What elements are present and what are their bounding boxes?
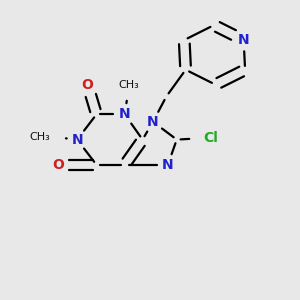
Text: N: N — [119, 107, 130, 121]
Text: O: O — [82, 78, 94, 92]
Text: CH₃: CH₃ — [30, 132, 50, 142]
Text: N: N — [71, 133, 83, 147]
Text: Cl: Cl — [203, 131, 218, 145]
Text: N: N — [162, 158, 174, 172]
Text: N: N — [147, 115, 159, 129]
Text: CH₃: CH₃ — [119, 80, 140, 90]
Text: O: O — [52, 158, 64, 172]
Text: N: N — [238, 33, 249, 47]
